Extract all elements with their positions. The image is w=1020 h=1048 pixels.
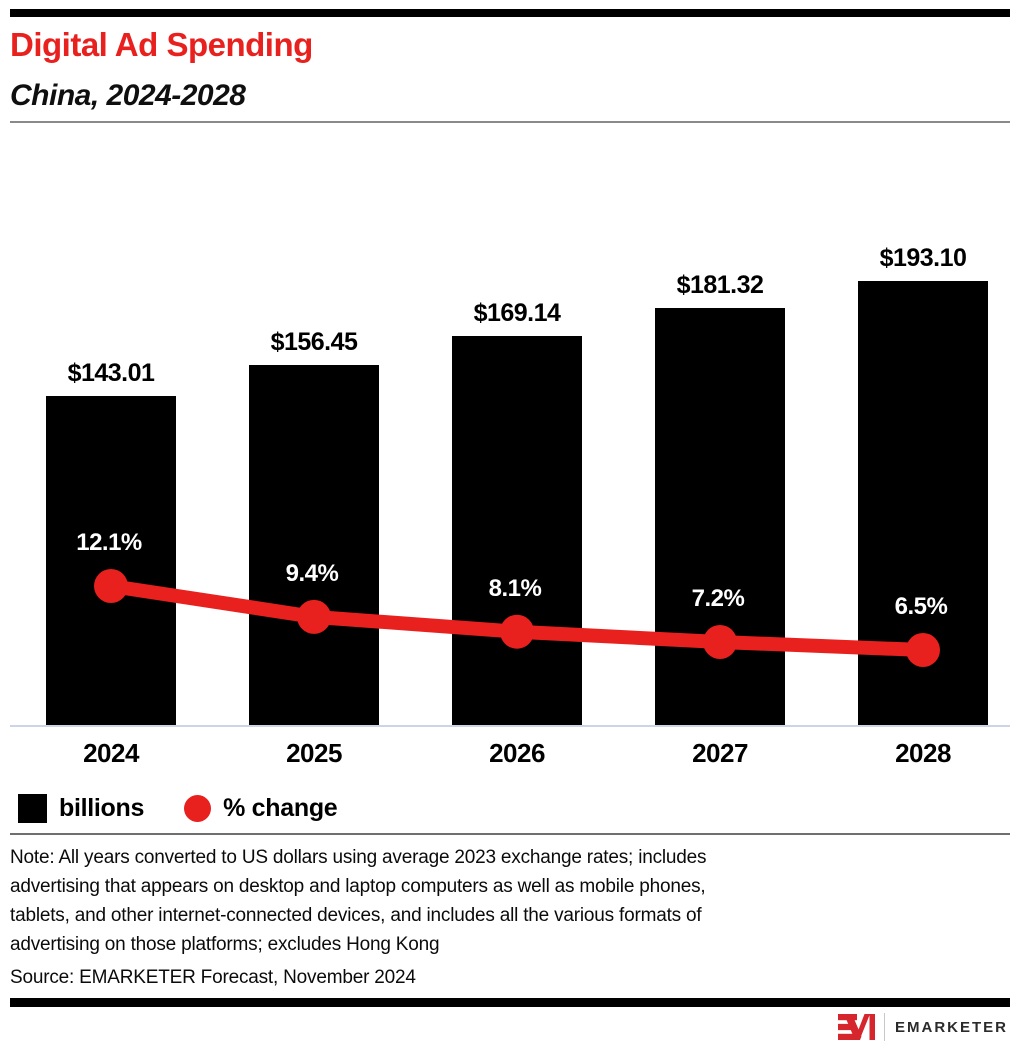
x-axis-label-2027: 2027 xyxy=(692,738,748,768)
pct-change-label-2026: 8.1% xyxy=(488,574,542,602)
bar-value-label-2025: $156.45 xyxy=(270,328,358,357)
emarketer-logo-text: EMARKETER xyxy=(894,1018,1008,1036)
legend-label-pct-change: % change xyxy=(223,794,338,822)
chart-legend: billions % change xyxy=(18,794,338,823)
top-divider-bar xyxy=(10,9,1010,17)
emarketer-logo: EMARKETER xyxy=(837,1013,1008,1041)
line-swatch-icon xyxy=(184,795,212,822)
bar-value-label-2027: $181.32 xyxy=(676,271,764,300)
title-divider-line xyxy=(10,121,1010,123)
x-axis-line xyxy=(10,725,1010,727)
note-line: advertising that appears on desktop and … xyxy=(10,876,706,897)
note-line: Note: All years converted to US dollars … xyxy=(10,847,707,868)
bar-value-label-2024: $143.01 xyxy=(67,359,155,388)
legend-label-billions: billions xyxy=(59,794,145,822)
pct-change-label-2025: 9.4% xyxy=(285,559,339,587)
x-axis-label-2025: 2025 xyxy=(286,738,342,768)
pct-change-label-2028: 6.5% xyxy=(894,593,948,620)
x-axis-label-2024: 2024 xyxy=(83,738,139,768)
bar-2027 xyxy=(655,308,785,725)
bar-value-label-2028: $193.10 xyxy=(879,244,967,272)
chart-source: Source: EMARKETER Forecast, November 202… xyxy=(10,967,416,988)
bar-2025 xyxy=(249,365,379,725)
legend-divider-line xyxy=(10,833,1010,835)
bar-2026 xyxy=(452,336,582,725)
legend-item-pct-change: % change xyxy=(184,794,338,823)
bar-swatch-icon xyxy=(18,794,47,823)
emarketer-logo-mark-icon xyxy=(837,1014,875,1040)
chart-subtitle: China, 2024-2028 xyxy=(10,79,246,112)
x-axis-label-2026: 2026 xyxy=(489,738,545,768)
legend-item-billions: billions xyxy=(18,794,144,823)
bar-2024 xyxy=(46,396,176,725)
chart-note: Note: All years converted to US dollars … xyxy=(10,843,1010,959)
pct-change-label-2027: 7.2% xyxy=(691,585,745,612)
pct-change-label-2024: 12.1% xyxy=(76,528,142,556)
bar-value-label-2026: $169.14 xyxy=(473,299,561,328)
note-line: tablets, and other internet-connected de… xyxy=(10,905,702,926)
x-axis-label-2028: 2028 xyxy=(895,738,951,768)
bar-2028 xyxy=(858,281,988,725)
logo-divider xyxy=(883,1013,885,1041)
bottom-divider-bar xyxy=(10,998,1010,1007)
note-line: advertising on those platforms; excludes… xyxy=(10,934,440,955)
chart-title: Digital Ad Spending xyxy=(10,26,313,63)
